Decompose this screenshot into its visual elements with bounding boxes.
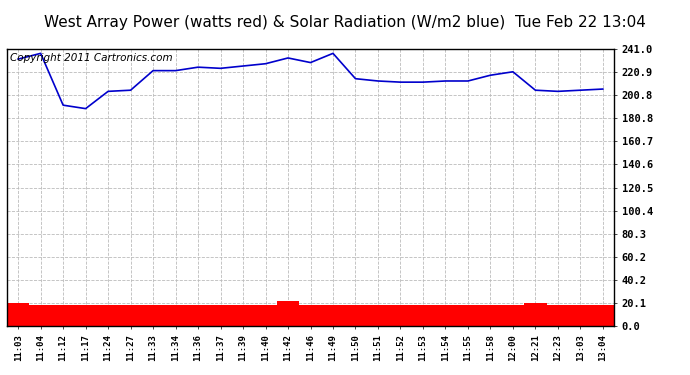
Text: Copyright 2011 Cartronics.com: Copyright 2011 Cartronics.com (10, 53, 172, 63)
Bar (344, 305, 366, 326)
Text: West Array Power (watts red) & Solar Radiation (W/m2 blue)  Tue Feb 22 13:04: West Array Power (watts red) & Solar Rad… (44, 15, 646, 30)
Bar (457, 305, 479, 326)
Bar (119, 305, 142, 326)
Bar (209, 305, 232, 326)
Bar (299, 305, 322, 326)
Bar (30, 305, 52, 326)
Bar (97, 305, 119, 326)
Bar (502, 305, 524, 326)
Bar (7, 303, 30, 326)
Bar (277, 302, 299, 326)
Bar (569, 305, 591, 326)
Bar (412, 305, 434, 326)
Bar (142, 305, 164, 326)
Bar (322, 305, 344, 326)
Bar (366, 305, 389, 326)
Bar (164, 305, 187, 326)
Bar (255, 305, 277, 326)
Bar (591, 305, 614, 326)
Bar (434, 305, 457, 326)
Bar (389, 305, 412, 326)
Bar (187, 305, 209, 326)
Bar (232, 305, 255, 326)
Bar (75, 305, 97, 326)
Bar (52, 305, 75, 326)
Bar (524, 303, 546, 326)
Bar (546, 305, 569, 326)
Bar (479, 305, 502, 326)
